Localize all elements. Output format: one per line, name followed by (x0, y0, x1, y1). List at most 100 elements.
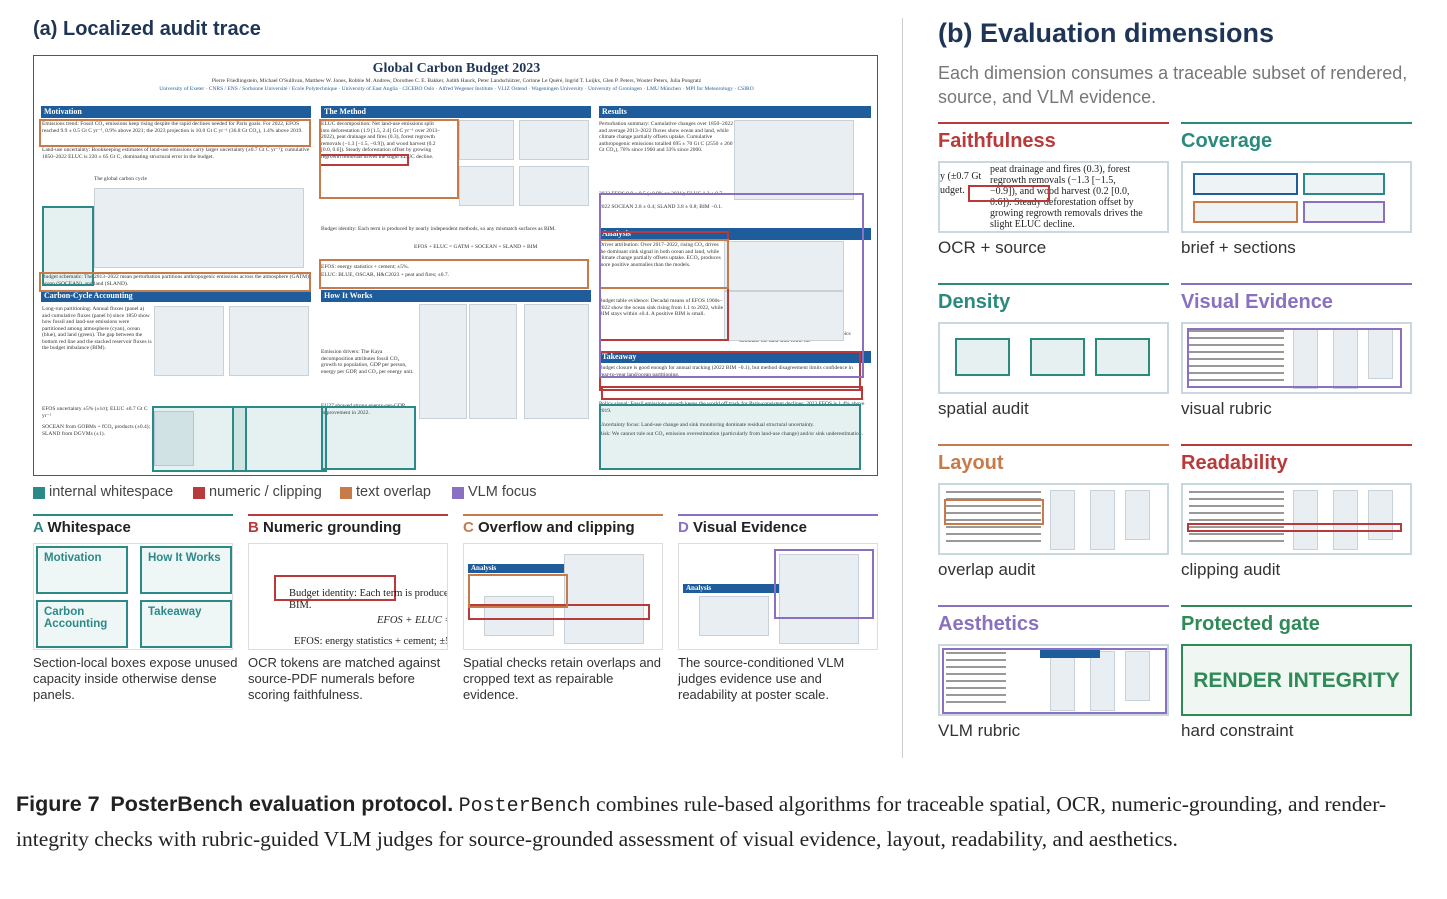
dimension-rule (1181, 283, 1412, 285)
text-line: BIM. (289, 600, 312, 611)
caption-name: PosterBench (458, 795, 591, 818)
box-label: Carbon Accounting (44, 606, 108, 630)
caption-text: combines rule-based algorithms for trace… (16, 792, 1387, 851)
box (468, 604, 650, 620)
poster-text: ELUC decomposition: Net land-use emissio… (321, 121, 440, 160)
dimension-name: Layout (938, 452, 1004, 474)
dimension-rule (938, 283, 1169, 285)
poster-section: Motivation (41, 106, 311, 118)
ocr-line: slight ELUC decline. (990, 219, 1075, 230)
whitespace-box: How It Works (140, 546, 232, 594)
panel-b-subtitle: Each dimension consumes a traceable subs… (938, 63, 1408, 107)
subpanel-heading: A Whitespace (33, 519, 131, 536)
text-line: Budget identity: Each term is produced b… (289, 588, 447, 599)
poster-section: Carbon-Cycle Accounting (41, 290, 311, 302)
box (1187, 328, 1402, 388)
red-box (968, 185, 1050, 202)
subpanel-title: Overflow and clipping (478, 519, 635, 536)
text-line (946, 540, 1041, 542)
overlay-box (39, 272, 311, 292)
overlay-box (601, 386, 863, 400)
overlay-box (152, 406, 247, 472)
subpanel-title: Whitespace (47, 519, 131, 536)
poster-section: Takeaway (599, 351, 871, 363)
subpanel-thumb: Analysis (463, 543, 663, 650)
subpanel-thumb: Analysis (678, 543, 878, 650)
thumb-chart (1368, 490, 1393, 540)
box-label: How It Works (148, 552, 221, 564)
section-box (1193, 173, 1298, 195)
dimension-caption: OCR + source (938, 238, 1047, 257)
poster-text: EFOS uncertainty ±5% (±1σ); ELUC ±0.7 Gt… (42, 406, 148, 419)
subpanel-letter: A (33, 519, 44, 536)
whitespace-box: Carbon Accounting (36, 600, 128, 648)
poster: Global Carbon Budget 2023 Pierre Friedlin… (33, 55, 878, 476)
text-line (1189, 344, 1284, 346)
dimension-rule (1181, 122, 1412, 124)
thumb-chart (1333, 490, 1358, 550)
text-line (946, 491, 1041, 493)
poster-chart (724, 241, 844, 291)
legend-label: internal whitespace (49, 484, 174, 500)
caption-title: PosterBench evaluation protocol. (110, 792, 454, 816)
overlay-box (321, 406, 416, 470)
poster-chart (469, 304, 517, 419)
dimension-name: Coverage (1181, 130, 1273, 152)
legend-label: VLM focus (468, 484, 537, 500)
dimension-thumb (1181, 483, 1412, 555)
poster-authors: Pierre Friedlingstein, Michael O'Sulliva… (211, 78, 702, 84)
text-line (1189, 519, 1284, 521)
poster-text: Uncertainty focus: Land-use change and s… (599, 422, 815, 428)
text-line (946, 652, 1006, 654)
text-line (946, 526, 1041, 528)
overlay-box (39, 119, 311, 147)
ocr-line: udget. (940, 185, 965, 196)
text-line (1189, 526, 1284, 528)
subpanel-heading: C Overflow and clipping (463, 519, 635, 536)
subpanel-thumb: Motivation How It Works Carbon Accounting T… (33, 543, 233, 650)
whitespace-box (955, 338, 1010, 376)
box (942, 648, 1167, 714)
poster-chart (734, 120, 854, 200)
subpanel-rule (248, 514, 448, 516)
overlay-box (319, 259, 589, 289)
text-line (946, 505, 1041, 507)
ocr-line: −0.9]), and wood harvest (0.2 [0.0, (990, 186, 1130, 197)
dimension-name: Readability (1181, 452, 1288, 474)
gate-label: RENDER INTEGRITY (1193, 669, 1400, 692)
text-line (946, 673, 1006, 675)
dimension-thumb (938, 322, 1169, 394)
poster-text: Perturbation summary: Cumulative changes… (599, 121, 733, 153)
text-line (946, 680, 1006, 682)
figure-caption: Figure 7 PosterBench evaluation protocol… (16, 788, 1431, 855)
dimension-caption: VLM rubric (938, 721, 1021, 740)
legend-label: text overlap (356, 484, 431, 500)
thumb-chart (1293, 329, 1318, 389)
panel-b-title: (b) Evaluation dimensions (938, 18, 1275, 48)
thumb-chart (779, 554, 859, 644)
box (1187, 523, 1402, 532)
subpanel-caption: OCR tokens are matched against source-PD… (248, 655, 441, 702)
legend-swatch (193, 487, 205, 499)
poster-text: Budget schematic: The 2013–2022 mean per… (42, 274, 311, 287)
poster-text: Budget identity: Each term is produced b… (321, 226, 556, 232)
section-box (1303, 173, 1385, 195)
subpanel-rule (33, 514, 233, 516)
subpanel-title: Numeric grounding (263, 519, 402, 536)
dimension-rule (938, 444, 1169, 446)
text-line (1189, 358, 1284, 360)
poster-chart (519, 166, 589, 206)
text-line (1189, 351, 1284, 353)
subpanel-thumb: Budget identity: Each term is produced b… (248, 543, 448, 650)
text-line (1189, 505, 1284, 507)
caption-label: Figure 7 (16, 792, 100, 816)
poster-text: Driver attribution: Over 2017–2022, risi… (599, 242, 721, 268)
poster-section: How It Works (321, 290, 591, 302)
poster-section: Results (599, 106, 871, 118)
poster-text: Long-run partitioning: Annual fluxes (pa… (42, 306, 152, 351)
dimension-rule (938, 122, 1169, 124)
subpanel-heading: D Visual Evidence (678, 519, 807, 536)
dimension-rule (1181, 444, 1412, 446)
ocr-line: peat drainage and fires (0.3), forest (990, 164, 1131, 175)
ocr-line: growing regrowth removals drives the (990, 208, 1143, 219)
